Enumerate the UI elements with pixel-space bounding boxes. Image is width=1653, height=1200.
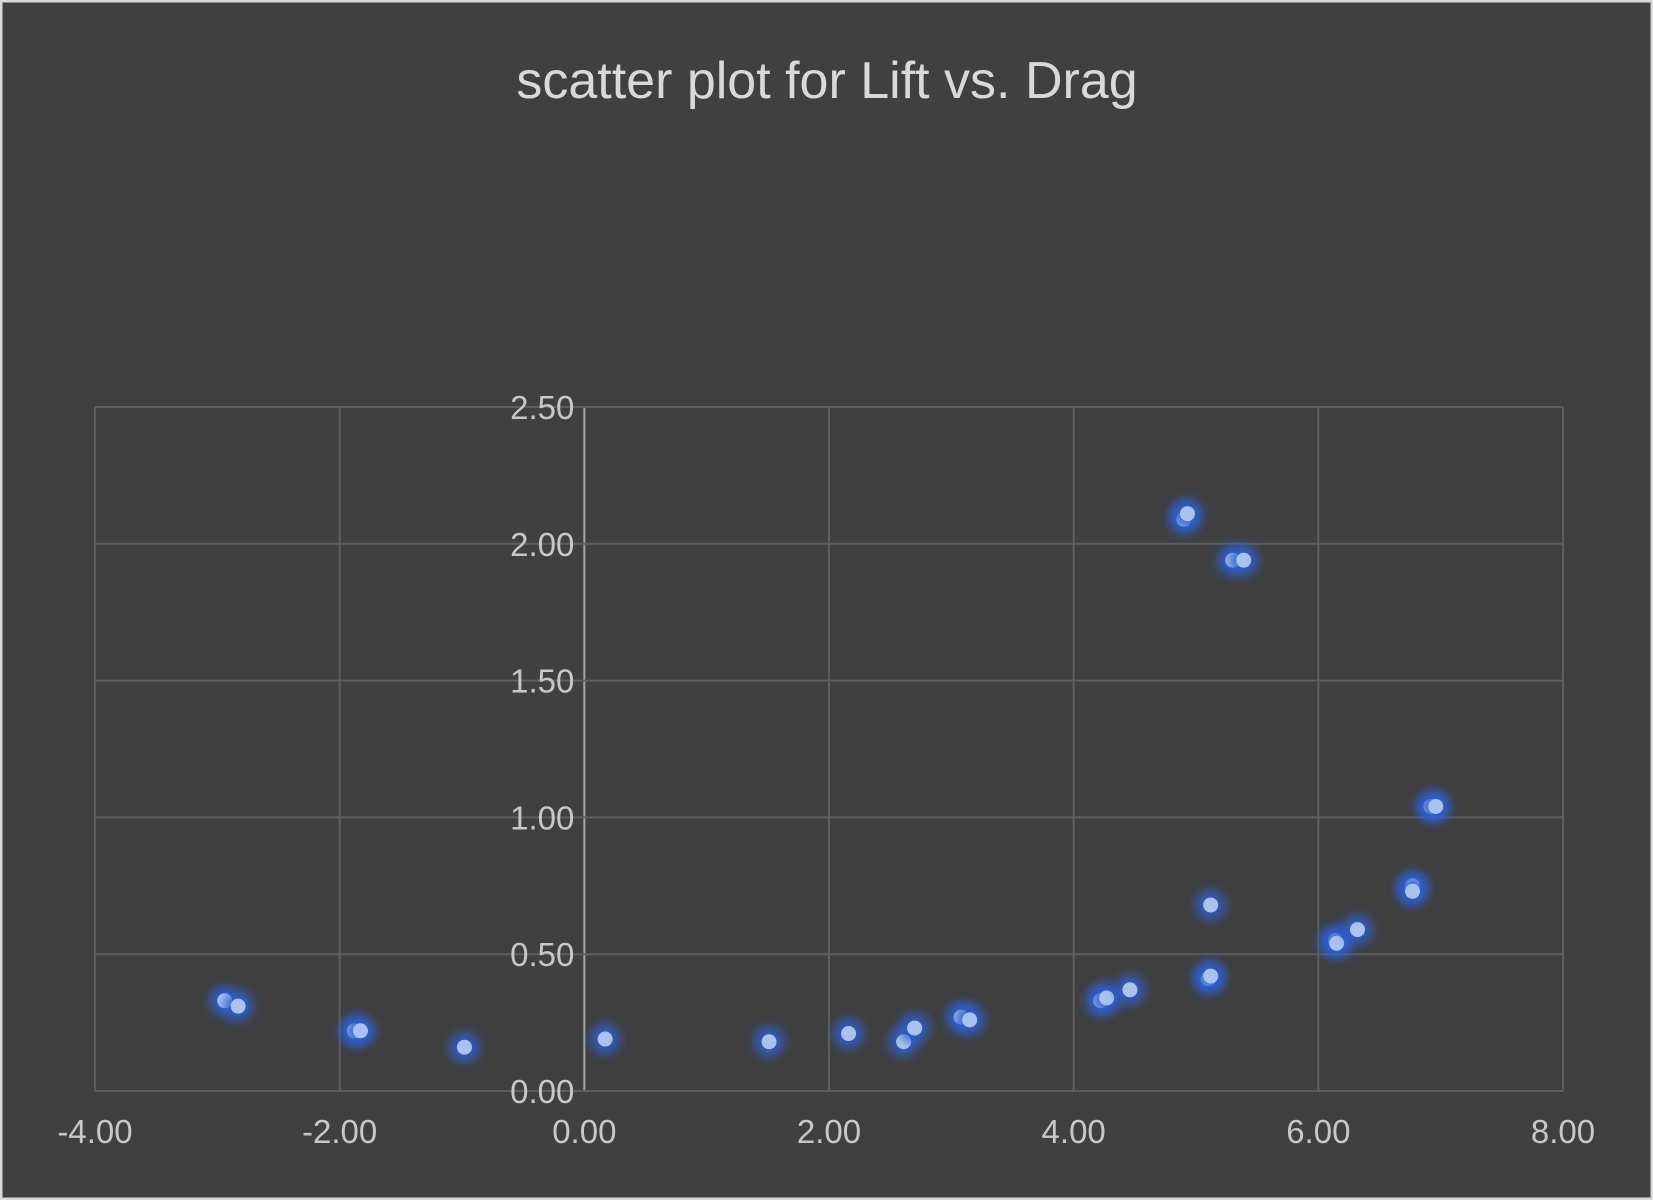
x-tick-label: 8.00 bbox=[1531, 1113, 1595, 1150]
y-tick-label: 0.50 bbox=[510, 936, 574, 973]
data-point bbox=[833, 1018, 864, 1049]
data-point bbox=[899, 1013, 930, 1044]
data-point bbox=[754, 1026, 785, 1057]
y-tick-label: 0.00 bbox=[510, 1073, 574, 1110]
data-point bbox=[1195, 889, 1226, 920]
data-point-marker bbox=[841, 1026, 857, 1042]
scatter-chart: scatter plot for Lift vs. Drag -4.00 -2.0… bbox=[57, 52, 1595, 1150]
data-point-marker bbox=[1203, 897, 1219, 913]
data-point-marker bbox=[456, 1039, 472, 1055]
data-point bbox=[223, 991, 254, 1022]
data-point bbox=[1228, 545, 1259, 576]
y-tick-label: 2.50 bbox=[510, 389, 574, 426]
data-point-marker bbox=[1122, 982, 1138, 998]
chart-title: scatter plot for Lift vs. Drag bbox=[516, 52, 1137, 110]
data-point bbox=[1195, 961, 1226, 992]
data-point-marker bbox=[230, 998, 246, 1014]
data-point-marker bbox=[962, 1012, 978, 1028]
data-point bbox=[449, 1032, 480, 1063]
x-tick-label: -2.00 bbox=[302, 1113, 377, 1150]
data-point bbox=[1342, 914, 1373, 945]
data-point bbox=[954, 1004, 985, 1035]
gridlines bbox=[94, 406, 1564, 1092]
x-tick-label: 0.00 bbox=[552, 1113, 616, 1150]
data-point-marker bbox=[1179, 506, 1195, 522]
data-point bbox=[590, 1024, 621, 1055]
data-point-marker bbox=[352, 1023, 368, 1039]
x-tick-label: 4.00 bbox=[1042, 1113, 1106, 1150]
data-point-marker bbox=[1099, 990, 1115, 1006]
data-point-marker bbox=[761, 1034, 777, 1050]
y-tick-label: 1.50 bbox=[510, 663, 574, 700]
data-point-marker bbox=[1428, 798, 1444, 814]
data-point-marker bbox=[1405, 883, 1421, 899]
data-point bbox=[1420, 791, 1451, 822]
data-point bbox=[1114, 974, 1145, 1005]
data-point-marker bbox=[1329, 935, 1345, 951]
data-point bbox=[1172, 498, 1203, 529]
y-tick-label: 1.00 bbox=[510, 799, 574, 836]
x-tick-label: 6.00 bbox=[1286, 1113, 1350, 1150]
data-point bbox=[345, 1015, 376, 1046]
x-tick-label: 2.00 bbox=[797, 1113, 861, 1150]
data-point-marker bbox=[1349, 922, 1365, 938]
data-point bbox=[1091, 982, 1122, 1013]
data-point-marker bbox=[597, 1031, 613, 1047]
x-tick-label: -4.00 bbox=[57, 1113, 132, 1150]
y-tick-label: 2.00 bbox=[510, 526, 574, 563]
data-point-marker bbox=[1203, 968, 1219, 984]
data-point-marker bbox=[1236, 552, 1252, 568]
tick-labels: -4.00 -2.00 0.00 2.00 4.00 6.00 8.00 0.00 0.50 1.… bbox=[57, 389, 1595, 1150]
data-point bbox=[1397, 876, 1428, 907]
data-point-marker bbox=[907, 1020, 923, 1036]
data-points bbox=[209, 498, 1451, 1063]
